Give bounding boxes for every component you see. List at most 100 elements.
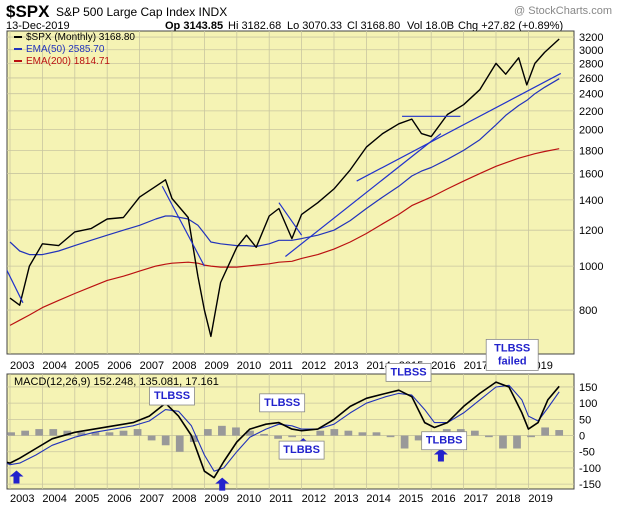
histogram-bar xyxy=(91,432,100,436)
histogram-bar xyxy=(77,432,86,436)
series-ema200-line xyxy=(9,148,560,326)
y-tick-label: 150 xyxy=(579,382,597,394)
y-tick-label: 1400 xyxy=(579,195,603,207)
histogram-bar xyxy=(7,432,15,436)
x-tick-label: 2011 xyxy=(269,493,293,505)
arrow-up-icon xyxy=(433,448,448,462)
histogram-bar xyxy=(470,430,479,436)
callout-box xyxy=(421,431,468,451)
callout-label: TLBSS xyxy=(494,342,530,354)
x-tick-label: 2003 xyxy=(10,493,34,505)
histogram-bar xyxy=(232,427,240,436)
ohlc-volume: Vol 18.0B xyxy=(407,20,454,32)
callout-box xyxy=(259,393,306,413)
histogram-bar xyxy=(49,429,58,436)
x-tick-label: 2005 xyxy=(75,360,99,372)
x-tick-label: 2017 xyxy=(464,493,488,505)
y-tick-label: 3200 xyxy=(579,32,603,44)
macd-grid xyxy=(7,374,574,489)
callout-box xyxy=(385,362,432,382)
macd-title: MACD(12,26,9) 152.248, 135.081, 17.161 xyxy=(14,376,219,388)
histogram-bar xyxy=(358,432,367,436)
x-tick-label: 2017 xyxy=(464,360,488,372)
x-tick-label: 2004 xyxy=(42,493,66,505)
chart-date: 13-Dec-2019 xyxy=(6,20,70,32)
callout-label: TLBSS xyxy=(154,390,190,402)
histogram-bar xyxy=(274,435,282,439)
x-tick-label: 2009 xyxy=(204,493,228,505)
x-tick-label: 2015 xyxy=(399,493,423,505)
histogram-bar xyxy=(119,430,128,436)
series-price-line xyxy=(9,38,560,338)
x-tick-label: 2010 xyxy=(237,360,261,372)
ohlc-high: Hi 3182.68 xyxy=(228,20,281,32)
callout-box xyxy=(278,440,325,460)
ohlc-open: Op 3143.85 xyxy=(165,20,223,32)
y-tick-label: 2200 xyxy=(579,106,603,118)
y-tick-label: -150 xyxy=(579,479,601,491)
y-tick-label: 50 xyxy=(579,414,591,426)
callout-label: TLBBS xyxy=(283,444,320,456)
arrow-up-icon xyxy=(215,477,230,491)
price-lines xyxy=(7,38,562,338)
series-ema50-line xyxy=(9,78,560,256)
histogram-bar xyxy=(63,430,72,436)
callout-label: TLBBS xyxy=(426,435,463,447)
histogram-bar xyxy=(414,435,423,441)
arrow-up-icon xyxy=(9,470,24,484)
y-tick-label: 1600 xyxy=(579,169,603,181)
y-tick-label: -50 xyxy=(579,447,595,459)
x-tick-label: 2003 xyxy=(10,360,34,372)
macd-lines xyxy=(7,381,560,479)
legend-label: EMA(50) 2585.70 xyxy=(26,44,105,55)
histogram-bar xyxy=(541,427,549,436)
x-tick-label: 2009 xyxy=(204,360,228,372)
histogram-bar xyxy=(189,435,198,443)
y-tick-label: 800 xyxy=(579,305,597,317)
x-tick-label: 2007 xyxy=(140,493,164,505)
trendline xyxy=(7,269,24,304)
callout-box xyxy=(149,386,195,406)
histogram-bar xyxy=(218,425,226,436)
callout-label: failed xyxy=(498,355,527,367)
callout-box xyxy=(485,338,539,371)
x-tick-label: 2007 xyxy=(140,360,164,372)
histogram-bar xyxy=(555,430,564,436)
histogram-bar xyxy=(260,433,268,436)
trendline xyxy=(278,202,303,236)
price-panel xyxy=(6,30,575,355)
x-tick-label: 2012 xyxy=(302,360,326,372)
trendline xyxy=(161,185,205,267)
x-tick-label: 2005 xyxy=(75,493,99,505)
x-tick-label: 2018 xyxy=(496,493,520,505)
x-tick-label: 2016 xyxy=(431,360,455,372)
x-tick-label: 2014 xyxy=(366,360,390,372)
price-y-axis: 800 1000 1200 1400 1600 1800 2000 2200 2400 2600 2… xyxy=(579,32,603,317)
ohlc-change: Chg +27.82 (+0.89%) xyxy=(458,20,563,32)
histogram-bar xyxy=(386,435,395,438)
histogram-bar xyxy=(485,435,493,438)
macd-x-axis: 2003 2004 2005 2006 2007 2008 2009 2010 2011 2012… xyxy=(10,493,553,505)
y-tick-label: 100 xyxy=(579,398,597,410)
histogram-bar xyxy=(499,435,507,449)
histogram-bar xyxy=(203,429,212,436)
histogram-bar xyxy=(527,435,535,438)
trendline xyxy=(285,133,442,257)
histogram-bar xyxy=(175,435,184,452)
histogram-bar xyxy=(302,435,311,437)
y-tick-label: -100 xyxy=(579,463,601,475)
y-tick-label: 1800 xyxy=(579,145,603,157)
histogram-bar xyxy=(105,432,114,436)
histogram-bar xyxy=(344,430,353,436)
x-tick-label: 2008 xyxy=(172,493,196,505)
x-tick-label: 2013 xyxy=(334,493,358,505)
x-tick-label: 2004 xyxy=(42,360,66,372)
chart-symbol: $SPX xyxy=(6,2,50,21)
series-signal-line xyxy=(7,384,560,472)
x-tick-label: 2012 xyxy=(302,493,326,505)
y-tick-label: 2000 xyxy=(579,125,603,137)
trendline xyxy=(356,72,562,182)
